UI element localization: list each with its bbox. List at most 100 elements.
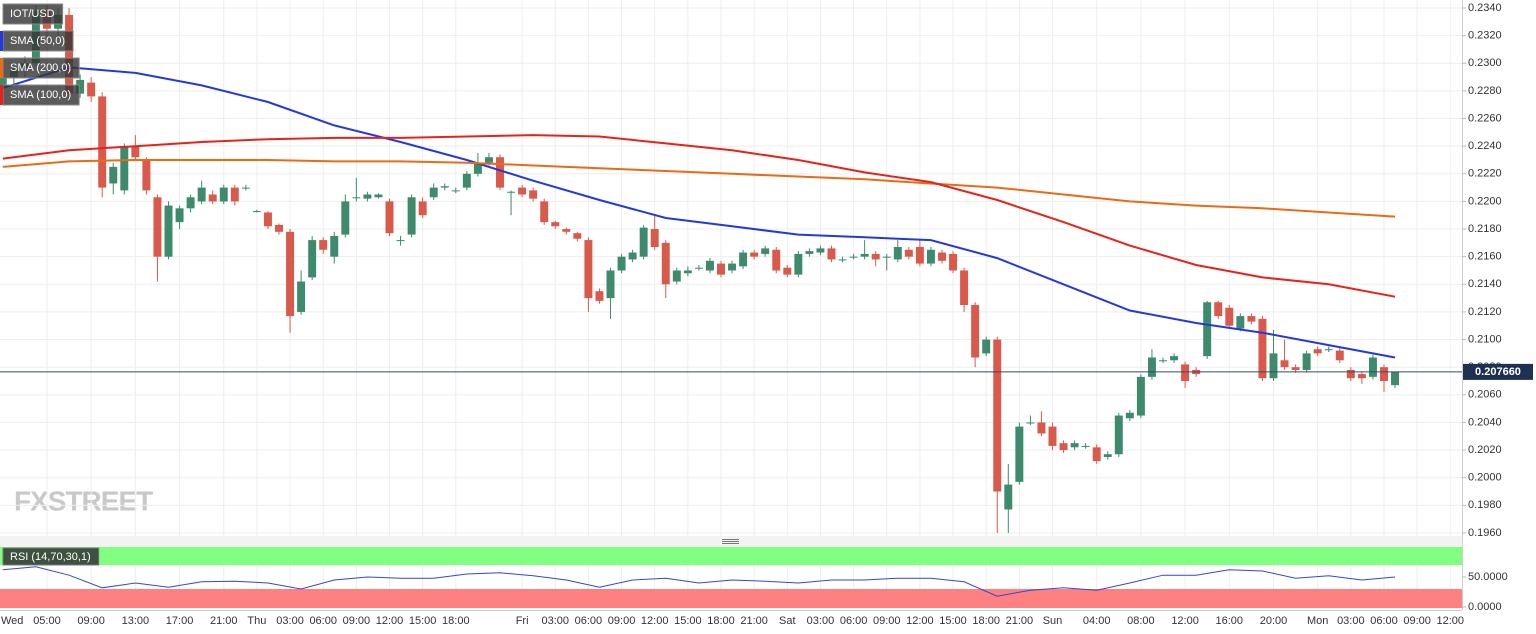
x-tick-label: 16:00 [1216,615,1244,627]
candle-body [1026,422,1035,424]
candle-body [683,270,692,274]
x-tick-label: 12:00 [1171,615,1199,627]
y-tick-label: 0.2120 [1468,306,1502,318]
x-tick-label: 20:00 [1260,615,1288,627]
candle-body [1236,316,1245,329]
x-tick-label: Wed [1,615,23,627]
candle-body [1247,316,1256,322]
candle-body [418,201,427,216]
candle-body [1103,454,1112,457]
y-tick-label: 0.2020 [1468,444,1502,456]
candle-body [827,248,836,260]
candle-body [1313,349,1322,354]
candle-body [1059,443,1068,451]
candle-body [109,166,118,184]
candle-body [1346,369,1355,379]
candle-body [1302,353,1311,370]
y-tick-label: 0.0000 [1468,601,1502,613]
sma-line [2,66,1396,359]
candle-body [628,252,637,260]
y-tick-label: 0.2140 [1468,278,1502,290]
x-tick-label: Thu [247,615,266,627]
candle-body [308,240,317,278]
candle-body [286,231,295,317]
y-tick-label: 0.2200 [1468,195,1502,207]
candle-body [805,251,814,254]
candle-body [131,146,140,158]
x-tick-label: Sat [779,615,796,627]
candle-body [871,253,880,260]
candle-body [1114,415,1123,455]
y-tick-label: 0.2340 [1468,2,1502,14]
candle-body [882,256,891,258]
candle-body [573,233,582,239]
legend-entry: SMA (200,0) [10,62,71,74]
y-tick-label: 0.2260 [1468,112,1502,124]
candle-body [219,187,228,202]
x-tick-label: 03:00 [276,615,304,627]
legend-swatch [0,58,3,78]
candle-body [396,240,405,242]
candle-body [617,256,626,271]
candle-body [429,187,438,198]
candle-body [473,162,482,174]
candle-body [407,197,416,235]
sma-line [2,159,1396,218]
candle-body [1136,376,1145,416]
candle-body [1225,307,1234,326]
y-tick-label: 50.0000 [1468,571,1508,583]
y-tick-label: 0.2000 [1468,472,1502,484]
overbought-band [0,547,1462,565]
candle-body [1081,445,1090,447]
candle-body [186,197,195,209]
x-tick-label: 03:00 [807,615,835,627]
legend-swatch [0,85,3,105]
candle-body [938,252,946,261]
candle-body [672,270,681,282]
x-tick-label: 08:00 [1127,615,1155,627]
candle-body [153,197,162,257]
candle-body [330,235,339,257]
indicator-title-box [2,547,100,566]
candle-body [496,157,504,188]
candle-body [595,291,604,301]
candles [0,5,1400,533]
candle-body [1125,412,1134,419]
x-tick-label: 06:00 [575,615,603,627]
x-tick-label: 18:00 [442,615,470,627]
candle-body [761,248,770,254]
x-tick-label: 15:00 [939,615,967,627]
candle-body [462,173,471,188]
candle-body [1391,371,1400,386]
legend-entry: SMA (50,0) [10,35,65,47]
candle-body [374,194,383,198]
candle-body [65,14,74,94]
x-tick-label: 03:00 [541,615,569,627]
oversold-band [0,589,1462,608]
candle-body [838,259,847,261]
candle-body [208,194,217,202]
x-tick-label: 05:00 [33,615,61,627]
candle-body [717,263,725,275]
candle-body [1092,447,1101,462]
x-tick-label: 15:00 [409,615,437,627]
candle-body [1324,349,1333,351]
candle-body [584,240,593,299]
candle-body [87,82,96,97]
candle-body [1070,443,1079,448]
candle-body [893,247,902,260]
candle-body [1181,364,1190,382]
candle-body [164,205,173,257]
x-tick-label: Fri [516,615,529,627]
x-tick-label: 12:00 [376,615,404,627]
x-tick-label: 04:00 [1083,615,1111,627]
candle-body [650,229,659,248]
candle-body [529,190,538,199]
x-tick-label: 09:00 [1403,615,1431,627]
candle-body [1291,367,1300,370]
candle-body [904,249,913,257]
candle-body [1170,356,1179,361]
candle-body [993,339,1002,492]
x-tick-label: 21:00 [1006,615,1034,627]
